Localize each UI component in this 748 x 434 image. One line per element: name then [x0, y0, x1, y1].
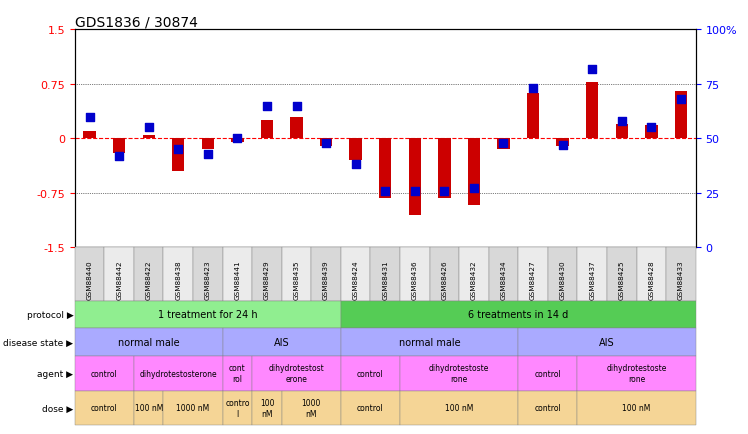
Text: GSM88426: GSM88426: [441, 260, 447, 299]
Point: [349, 161, 361, 168]
Text: control: control: [534, 404, 561, 412]
Bar: [143, 135, 155, 139]
Text: 6 treatments in 14 d: 6 treatments in 14 d: [468, 310, 568, 320]
Text: GSM88427: GSM88427: [530, 260, 536, 299]
Bar: [675, 92, 687, 139]
Text: control: control: [91, 404, 117, 412]
Text: GSM88432: GSM88432: [471, 260, 477, 299]
Bar: [290, 117, 303, 139]
Text: 1000
nM: 1000 nM: [301, 398, 321, 418]
Bar: [468, 139, 480, 206]
Bar: [320, 139, 332, 146]
Text: normal male: normal male: [399, 337, 460, 347]
Point: [261, 103, 273, 110]
Bar: [557, 139, 568, 146]
Text: GSM88435: GSM88435: [293, 260, 299, 299]
Point: [231, 135, 243, 142]
Point: [646, 125, 657, 132]
Point: [675, 96, 687, 103]
Text: cont
rol: cont rol: [229, 364, 246, 383]
Text: GSM88424: GSM88424: [352, 260, 358, 299]
Text: 100 nM: 100 nM: [445, 404, 473, 412]
Point: [497, 140, 509, 147]
Bar: [527, 94, 539, 139]
Bar: [438, 139, 450, 198]
Point: [113, 153, 125, 160]
Text: 100 nM: 100 nM: [135, 404, 163, 412]
Text: AIS: AIS: [599, 337, 615, 347]
Bar: [645, 126, 657, 139]
Bar: [83, 132, 96, 139]
Bar: [379, 139, 391, 198]
Text: contro
l: contro l: [225, 398, 250, 418]
Point: [172, 146, 184, 153]
Bar: [497, 139, 509, 150]
Point: [468, 185, 480, 192]
Bar: [261, 121, 273, 139]
Text: GSM88436: GSM88436: [412, 260, 418, 299]
Text: GSM88430: GSM88430: [560, 260, 565, 299]
Text: GSM88422: GSM88422: [146, 260, 152, 299]
Point: [616, 118, 628, 125]
Text: GSM88437: GSM88437: [589, 260, 595, 299]
Text: 1 treatment for 24 h: 1 treatment for 24 h: [158, 310, 257, 320]
Text: normal male: normal male: [118, 337, 180, 347]
Point: [527, 85, 539, 92]
Text: 100
nM: 100 nM: [260, 398, 275, 418]
Point: [379, 187, 391, 194]
Bar: [616, 125, 628, 139]
Text: 100 nM: 100 nM: [622, 404, 651, 412]
Text: GSM88429: GSM88429: [264, 260, 270, 299]
Point: [586, 66, 598, 73]
Bar: [408, 139, 421, 215]
Text: agent ▶: agent ▶: [37, 369, 73, 378]
Text: GSM88438: GSM88438: [175, 260, 181, 299]
Bar: [172, 139, 185, 171]
Bar: [349, 139, 362, 161]
Text: GSM88441: GSM88441: [234, 260, 240, 299]
Point: [438, 187, 450, 194]
Point: [557, 142, 568, 149]
Text: control: control: [91, 369, 117, 378]
Point: [143, 125, 155, 132]
Text: GSM88434: GSM88434: [500, 260, 506, 299]
Text: dihydrotestoste
rone: dihydrotestoste rone: [429, 364, 489, 383]
Point: [84, 114, 96, 121]
Point: [290, 103, 302, 110]
Bar: [231, 139, 244, 143]
Text: disease state ▶: disease state ▶: [3, 338, 73, 347]
Text: control: control: [534, 369, 561, 378]
Text: dihydrotestosterone: dihydrotestosterone: [139, 369, 217, 378]
Text: GSM88425: GSM88425: [619, 260, 625, 299]
Text: dihydrotestost
erone: dihydrotestost erone: [269, 364, 325, 383]
Point: [202, 151, 214, 158]
Text: control: control: [357, 369, 384, 378]
Text: dose ▶: dose ▶: [42, 404, 73, 412]
Point: [409, 187, 421, 194]
Text: GDS1836 / 30874: GDS1836 / 30874: [75, 15, 197, 29]
Text: AIS: AIS: [274, 337, 289, 347]
Text: GSM88440: GSM88440: [87, 260, 93, 299]
Text: control: control: [357, 404, 384, 412]
Text: GSM88439: GSM88439: [323, 260, 329, 299]
Text: GSM88423: GSM88423: [205, 260, 211, 299]
Text: protocol ▶: protocol ▶: [27, 310, 73, 319]
Text: GSM88442: GSM88442: [116, 260, 122, 299]
Point: [320, 140, 332, 147]
Text: 1000 nM: 1000 nM: [177, 404, 209, 412]
Text: GSM88431: GSM88431: [382, 260, 388, 299]
Bar: [586, 82, 598, 139]
Text: dihydrotestoste
rone: dihydrotestoste rone: [607, 364, 666, 383]
Text: GSM88433: GSM88433: [678, 260, 684, 299]
Bar: [202, 139, 214, 150]
Bar: [113, 139, 126, 154]
Text: GSM88428: GSM88428: [649, 260, 654, 299]
